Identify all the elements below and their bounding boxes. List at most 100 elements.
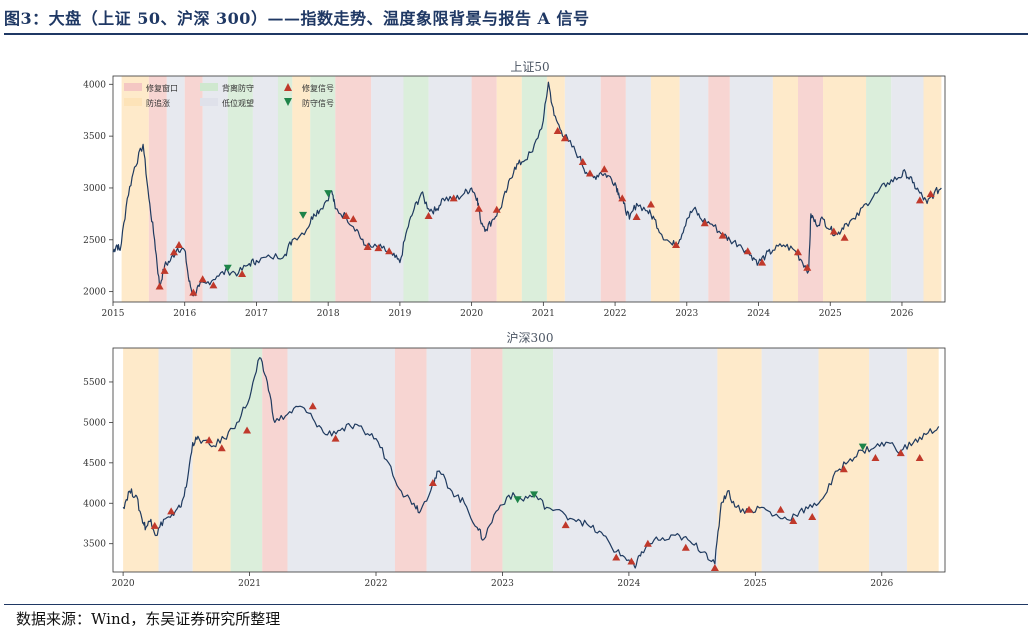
repair-signal-marker [189, 288, 198, 296]
repair-signal-marker [160, 266, 169, 274]
repair-signal-marker [449, 194, 458, 202]
x-tick-label: 2024 [747, 309, 770, 319]
repair-signal-marker [600, 165, 609, 173]
repair-signal-marker [374, 244, 383, 252]
source-rule [4, 604, 1028, 605]
repair-signal-marker [776, 505, 785, 513]
band-repair-window [470, 348, 503, 572]
band-low-watch [428, 76, 472, 302]
band-repair-window [471, 76, 497, 302]
legend-label-divergence-defense: 背离防守 [222, 83, 254, 93]
repair-signal-marker [612, 553, 621, 561]
band-divergence-defense [230, 348, 263, 572]
legend-swatch-divergence-defense [200, 83, 218, 91]
repair-signal-marker [385, 247, 394, 255]
repair-signal-marker [681, 543, 690, 551]
repair-signal-marker [803, 263, 812, 271]
band-divergence-defense [521, 76, 547, 302]
x-tick-label: 2022 [604, 309, 627, 319]
series-sz50 [112, 81, 942, 297]
legend-label-defense-signal: 防守信号 [302, 98, 334, 108]
figure-title: 图3：大盘（上证 50、沪深 300）——指数走势、温度象限背景与报告 A 信号 [4, 9, 590, 28]
repair-signal-marker [915, 196, 924, 204]
repair-signal-marker [198, 275, 207, 283]
y-tick-label: 4000 [83, 80, 106, 90]
band-repair-window [335, 76, 372, 302]
axes-hs300: 2020 2021 2022 2023 2024 2025 2026 3500 4000 4500… [83, 347, 946, 589]
x-tick-label: 2021 [532, 309, 555, 319]
band-low-watch [166, 76, 185, 302]
defense-signal-marker [223, 264, 232, 272]
band-low-watch [761, 348, 819, 572]
legend-label-repair-window: 修复窗口 [146, 83, 178, 93]
repair-signal-marker [363, 243, 372, 251]
repair-signal-marker [561, 521, 570, 529]
repair-signal-marker [349, 215, 358, 223]
repair-signal-marker [585, 169, 594, 177]
repair-signal-marker [342, 211, 351, 219]
legend: 修复窗口 防追涨 背离防守 低位观望 修复信号 防守信号 [124, 83, 334, 108]
band-chase-prevent [292, 76, 311, 302]
band-chase-prevent [923, 76, 942, 302]
x-tick-label: 2026 [891, 309, 914, 319]
repair-signal-marker [217, 444, 226, 452]
band-low-watch [729, 76, 773, 302]
y-tick-label: 2000 [83, 288, 106, 298]
source-note: 数据来源：Wind，东吴证券研究所整理 [16, 610, 281, 628]
legend-swatch-low-watch [200, 98, 218, 106]
repair-signal-marker [793, 248, 802, 256]
band-chase-prevent [546, 76, 565, 302]
band-low-watch [426, 348, 471, 572]
repair-signal-marker [238, 270, 247, 278]
defense-signal-marker [299, 211, 308, 219]
repair-signal-marker [150, 521, 159, 529]
repair-signal-marker [829, 227, 838, 235]
y-tick-label: 4500 [83, 459, 106, 469]
legend-marker-defense-signal [284, 98, 292, 106]
x-tick-label: 2025 [819, 309, 842, 319]
repair-signal-marker [578, 158, 587, 166]
repair-signal-marker [618, 194, 627, 202]
background-bands-sz50 [121, 76, 942, 302]
band-repair-window [184, 76, 203, 302]
repair-signal-marker [627, 557, 636, 565]
y-tick-label: 4000 [83, 499, 106, 509]
band-repair-window [797, 76, 824, 302]
repair-signal-marker [646, 200, 655, 208]
defense-signal-marker [324, 190, 333, 198]
repair-signal-marker [643, 539, 652, 547]
x-tick-label: 2020 [112, 579, 135, 589]
index-line [122, 357, 940, 569]
repair-signal-marker [743, 247, 752, 255]
band-repair-window [262, 348, 288, 572]
band-chase-prevent [650, 76, 680, 302]
repair-signal-marker [169, 248, 178, 256]
repair-signal-marker [492, 205, 501, 213]
band-divergence-defense [866, 76, 892, 302]
band-divergence-defense [310, 76, 336, 302]
x-tick-label: 2021 [238, 579, 261, 589]
repair-signal-marker [896, 449, 905, 457]
defense-signal-marker [513, 496, 522, 504]
x-tick-label: 2018 [317, 309, 340, 319]
repair-signal-marker [718, 231, 727, 239]
x-tick-label: 2019 [388, 309, 411, 319]
band-chase-prevent [772, 76, 798, 302]
repair-signal-marker [174, 240, 183, 248]
index-line [112, 81, 942, 297]
defense-signal-marker [530, 491, 539, 499]
legend-marker-repair-signal [284, 83, 292, 91]
x-tick-label: 2023 [675, 309, 698, 319]
title-rule [4, 33, 1028, 35]
repair-signal-marker [428, 479, 437, 487]
band-low-watch [287, 348, 395, 572]
band-repair-window [148, 76, 167, 302]
legend-label-low-watch: 低位观望 [222, 98, 254, 108]
legend-swatch-chase-prevent [124, 98, 142, 106]
legend-label-repair-signal: 修复信号 [302, 83, 334, 93]
x-tick-label: 2024 [617, 579, 640, 589]
x-tick-label: 2025 [744, 579, 767, 589]
band-low-watch [371, 76, 404, 302]
band-chase-prevent [496, 76, 522, 302]
repair-signal-marker [789, 517, 798, 525]
